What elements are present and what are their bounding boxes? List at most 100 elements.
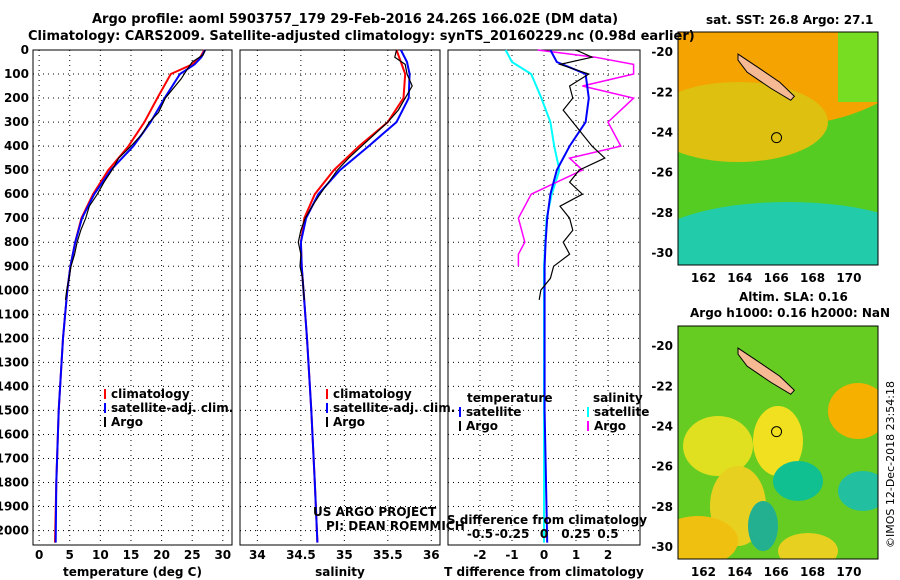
lat-tick-label: -22 [651, 379, 673, 393]
lon-tick-label: 170 [836, 271, 861, 285]
argo-line [297, 49, 413, 300]
depth-tick-label: 700 [4, 211, 29, 225]
sst-east [838, 32, 878, 102]
project-label: US ARGO PROJECT [313, 505, 437, 519]
depth-tick-label: 1300 [0, 355, 29, 369]
lon-tick-label: 166 [764, 565, 789, 579]
map-frame [677, 325, 879, 560]
x-tick-label: 1 [572, 548, 580, 562]
lat-tick-label: -24 [651, 125, 673, 139]
s-diff-tick-label: 0.5 [597, 527, 618, 541]
depth-tick-label: 600 [4, 187, 29, 201]
map2-title-1: Altim. SLA: 0.16 [739, 290, 848, 304]
lon-tick-label: 168 [800, 565, 825, 579]
title-line-2: Climatology: CARS2009. Satellite-adjuste… [28, 29, 695, 44]
legend-label: satellite [466, 405, 521, 419]
lon-tick-label: 162 [691, 565, 716, 579]
depth-tick-label: 300 [4, 115, 29, 129]
legend-label: satellite [594, 405, 649, 419]
depth-tick-label: 0 [21, 43, 29, 57]
title-line-1: Argo profile: aoml 5903757_179 29-Feb-20… [92, 12, 619, 27]
depth-tick-label: 400 [4, 139, 29, 153]
x-tick-label: -1 [505, 548, 518, 562]
new-caledonia-island [737, 347, 796, 395]
sla-blob [773, 461, 823, 501]
temperature-satellite-diff-line [543, 49, 590, 543]
x-tick-label: 25 [184, 548, 201, 562]
legend-temperature-heading: temperature [467, 391, 552, 405]
lat-tick-label: -28 [651, 206, 673, 220]
lon-tick-label: 170 [836, 565, 861, 579]
map-sla: 162 164 166 168 170 -20 -22 -24 -26 -28 -30 [651, 325, 879, 579]
s-diff-tick-label: -0.5 [467, 527, 493, 541]
x-tick-label: 30 [214, 548, 231, 562]
lon-tick-label: 166 [764, 271, 789, 285]
lat-tick-label: -20 [651, 339, 673, 353]
x-tick-label: -2 [473, 548, 486, 562]
legend-label: satellite-adj. clim. [111, 401, 233, 415]
lat-tick-label: -30 [651, 246, 673, 260]
depth-tick-label: 100 [4, 67, 29, 81]
map2-title-2: Argo h1000: 0.16 h2000: NaN [690, 306, 891, 320]
lon-tick-label: 164 [727, 271, 752, 285]
sla-blob [748, 501, 778, 551]
legend-label: climatology [111, 387, 190, 401]
x-tick-label: 35 [336, 548, 353, 562]
legend-label: Argo [333, 415, 365, 429]
x-tick-label: 34 [249, 548, 266, 562]
depth-tick-label: 1800 [0, 476, 29, 490]
x-tick-label: 0 [35, 548, 43, 562]
lat-tick-label: -30 [651, 540, 673, 554]
lat-tick-label: -28 [651, 500, 673, 514]
plot-frame-1 [239, 49, 441, 546]
x-tick-label: 5 [66, 548, 74, 562]
depth-tick-label: 500 [4, 163, 29, 177]
depth-tick-label: 200 [4, 91, 29, 105]
depth-tick-label: 1500 [0, 403, 29, 417]
lat-tick-label: -22 [651, 85, 673, 99]
lat-tick-label: -24 [651, 419, 673, 433]
depth-tick-label: 1100 [0, 307, 29, 321]
x-tick-label: 35.5 [373, 548, 403, 562]
plot-frame-0 [32, 49, 233, 546]
depth-tick-label: 1600 [0, 427, 29, 441]
legend-label: Argo [111, 415, 143, 429]
profile-location-marker [771, 132, 783, 144]
legend-salinity-heading: salinity [593, 391, 643, 405]
depth-tick-label: 1700 [0, 451, 29, 465]
depth-tick-label: 1400 [0, 379, 29, 393]
lat-tick-label: -26 [651, 166, 673, 180]
x-tick-label: 20 [153, 548, 170, 562]
depth-tick-label: 1000 [0, 283, 29, 297]
legend-label: Argo [466, 419, 498, 433]
s-diff-axis-label: S difference from climatology [447, 513, 647, 527]
x-tick-label: 10 [92, 548, 109, 562]
x-tick-label: 15 [123, 548, 140, 562]
depth-tick-label: 2000 [0, 524, 29, 538]
sla-blob [778, 533, 838, 559]
lon-tick-label: 162 [691, 271, 716, 285]
satellite-adj-line [54, 49, 206, 543]
x-tick-label: 2 [604, 548, 612, 562]
lon-tick-label: 168 [800, 271, 825, 285]
x-axis-label: T difference from climatology [444, 565, 644, 579]
s-diff-tick-label: 0.25 [561, 527, 591, 541]
map-sst: 162 164 166 168 170 -20 -22 -24 -26 -28 -30 [651, 31, 879, 285]
sst-cool [678, 202, 878, 265]
credit: ©IMOS 12-Dec-2018 23:54:18 [884, 381, 897, 548]
depth-tick-label: 800 [4, 235, 29, 249]
sst-mid [678, 82, 828, 162]
map-field [678, 32, 878, 265]
depth-tick-label: 1200 [0, 331, 29, 345]
x-tick-label: 36 [423, 548, 440, 562]
sla-blob [753, 406, 803, 476]
depth-tick-label: 1900 [0, 500, 29, 514]
lat-tick-label: -20 [651, 45, 673, 59]
x-axis-label: salinity [315, 565, 365, 579]
legend-label: Argo [594, 419, 626, 433]
s-diff-tick-label: -0.25 [495, 527, 530, 541]
legend-label: satellite-adj. clim. [333, 401, 455, 415]
argo-line [64, 49, 206, 300]
